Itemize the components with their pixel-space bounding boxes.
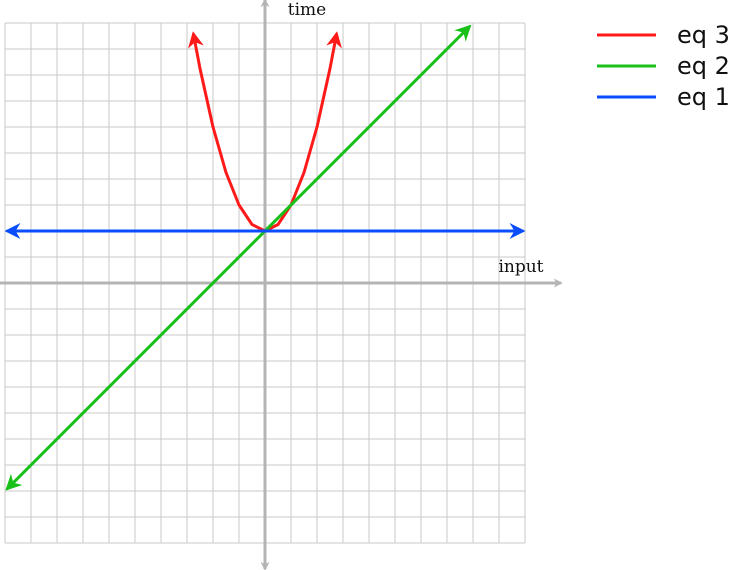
legend-label-eq-3: eq 3 <box>677 21 730 49</box>
legend-label-eq-1: eq 1 <box>677 83 730 111</box>
legend: eq 3 eq 2 eq 1 <box>597 21 730 111</box>
legend-label-eq-2: eq 2 <box>677 52 730 80</box>
axes <box>0 0 563 570</box>
series-line-eq-2 <box>5 24 472 491</box>
y-axis-label: time <box>288 0 326 20</box>
x-axis-label: input <box>498 257 543 277</box>
series-layer <box>4 24 526 491</box>
